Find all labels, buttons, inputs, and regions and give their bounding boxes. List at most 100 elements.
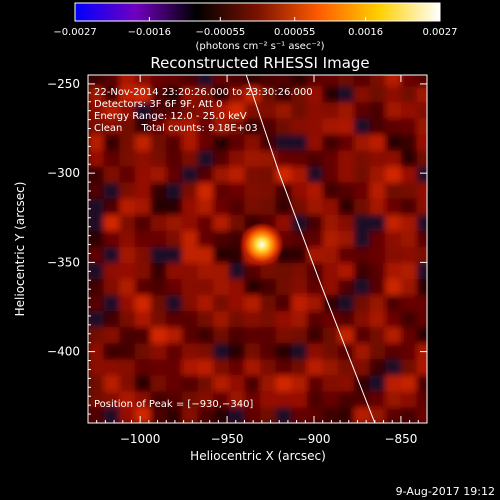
heatmap-cell <box>260 406 277 423</box>
heatmap-cell <box>228 85 246 103</box>
heatmap-cell <box>103 294 120 312</box>
heatmap-cell <box>150 262 167 280</box>
heatmap-cell <box>103 390 120 408</box>
heatmap-cell <box>103 101 120 119</box>
heatmap-cell <box>88 262 105 280</box>
heatmap-cell <box>322 390 339 408</box>
heatmap-cell <box>322 182 339 199</box>
heatmap-cell <box>322 198 339 215</box>
heatmap-cell <box>260 358 277 376</box>
heatmap-cell <box>385 294 402 312</box>
heatmap-cell <box>322 326 339 344</box>
heatmap-cell <box>353 406 371 423</box>
footer-date: 9-Aug-2017 19:12 <box>396 485 495 498</box>
heatmap-cell <box>369 326 386 344</box>
y-tick-label: −350 <box>47 255 80 269</box>
heatmap-cell <box>103 310 120 328</box>
heatmap-cell <box>369 390 386 408</box>
heatmap-cell <box>416 117 427 135</box>
heatmap-cell <box>275 198 292 215</box>
heatmap-cell <box>119 406 136 423</box>
heatmap-cell <box>260 75 277 87</box>
heatmap-cell <box>291 149 308 167</box>
heatmap-cell <box>213 294 230 312</box>
heatmap-cell <box>260 374 277 392</box>
heatmap-cell <box>150 230 167 247</box>
heatmap-cell <box>338 262 355 280</box>
heatmap-cell <box>244 198 261 215</box>
heatmap-cell <box>369 374 386 392</box>
heatmap-cell <box>400 406 418 423</box>
colorbar-tick-label: 0.0027 <box>423 27 458 38</box>
heatmap-cell <box>416 294 427 312</box>
heatmap-cell <box>416 278 427 296</box>
heatmap-cell <box>338 310 355 328</box>
heatmap-cell <box>181 198 199 215</box>
heatmap-cell <box>307 198 324 215</box>
heatmap-cell <box>322 149 339 167</box>
heatmap-cell <box>275 390 292 408</box>
y-tick-label: −300 <box>47 166 80 180</box>
heatmap-cell <box>322 262 339 280</box>
heatmap-cell <box>338 85 355 103</box>
heatmap-cell <box>197 149 214 167</box>
heatmap-cell <box>213 182 230 199</box>
heatmap-cell <box>166 117 183 135</box>
heatmap-cell <box>181 294 199 312</box>
heatmap-cell <box>119 310 136 328</box>
heatmap-cell <box>291 278 308 296</box>
heatmap-cell <box>260 390 277 408</box>
heatmap-cell <box>150 149 167 167</box>
heatmap-cell <box>88 310 105 328</box>
heatmap-cell <box>228 75 246 87</box>
heatmap-cell <box>322 358 339 376</box>
heatmap-cell <box>166 182 183 199</box>
heatmap-cell <box>353 101 371 119</box>
heatmap-cell <box>275 85 292 103</box>
heatmap-cell <box>291 406 308 423</box>
heatmap-cell <box>197 75 214 87</box>
colorbar-tick-label: −0.0027 <box>53 27 96 38</box>
heatmap-cell <box>416 342 427 360</box>
heatmap-cell <box>213 326 230 344</box>
heatmap-cell <box>385 75 402 87</box>
heatmap-cell <box>275 278 292 296</box>
heatmap-cell <box>369 278 386 296</box>
heatmap-cell <box>400 117 418 135</box>
heatmap-cell <box>181 149 199 167</box>
heatmap-cell <box>197 406 214 423</box>
annotation-energy-range: Energy Range: 12.0 - 25.0 keV <box>94 111 247 122</box>
heatmap-cell <box>400 326 418 344</box>
heatmap-cell <box>353 390 371 408</box>
heatmap-cell <box>166 326 183 344</box>
x-axis-label: Heliocentric X (arcsec) <box>190 449 326 463</box>
heatmap-cell <box>197 133 214 151</box>
heatmap-cell <box>88 246 105 263</box>
heatmap-cell <box>213 133 230 151</box>
heatmap-cell <box>197 358 214 376</box>
heatmap-cell <box>88 390 105 408</box>
heatmap-cell <box>416 214 427 231</box>
heatmap-cell <box>134 374 152 392</box>
heatmap-cell <box>88 326 105 344</box>
heatmap-cell <box>385 214 402 231</box>
heatmap-cell <box>213 342 230 360</box>
heatmap-cell <box>134 149 152 167</box>
heatmap-cell <box>400 246 418 263</box>
heatmap-cell <box>197 214 214 231</box>
heatmap-cell <box>260 85 277 103</box>
heatmap-cell <box>416 166 427 183</box>
heatmap-cell <box>197 374 214 392</box>
heatmap-cell <box>228 406 246 423</box>
heatmap-cell <box>181 117 199 135</box>
heatmap-cell <box>291 230 308 247</box>
heatmap-cell <box>228 198 246 215</box>
heatmap-cell <box>369 294 386 312</box>
heatmap-cell <box>197 262 214 280</box>
heatmap-cell <box>119 390 136 408</box>
heatmap-cell <box>197 326 214 344</box>
heatmap-cell <box>307 230 324 247</box>
heatmap-cell <box>197 85 214 103</box>
heatmap-cell <box>275 214 292 231</box>
